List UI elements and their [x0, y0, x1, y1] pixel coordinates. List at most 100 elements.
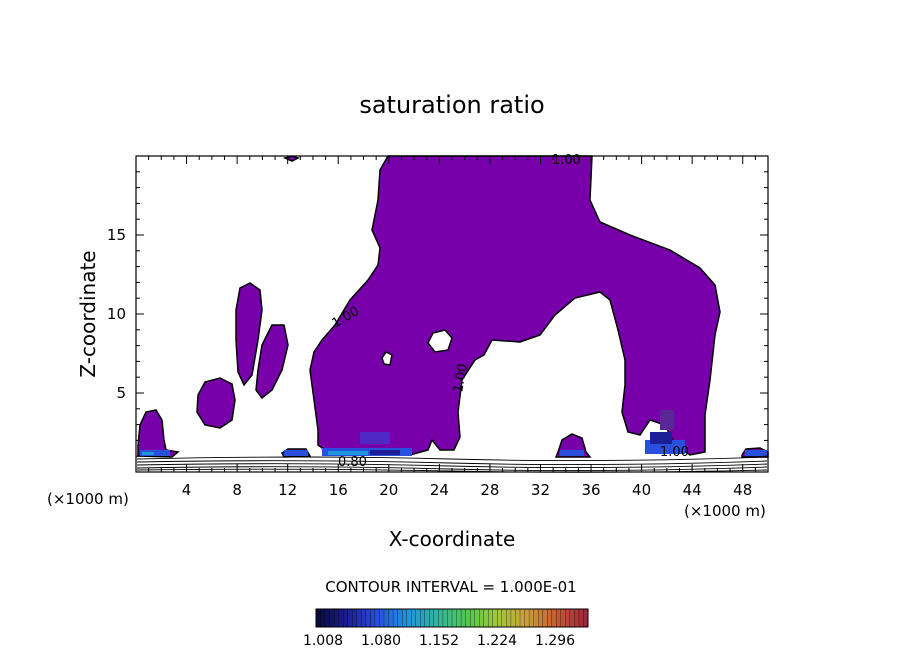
- colorbar-cell: [469, 608, 476, 628]
- colorbar-cell: [429, 608, 435, 628]
- colorbar-cell: [329, 608, 335, 628]
- colorbar-label: 1.224: [477, 633, 517, 649]
- cloud-region-column-10: [235, 282, 263, 387]
- colorbar-cell: [370, 608, 376, 628]
- x-tick-label: 24: [430, 481, 449, 499]
- colorbar-cell: [352, 608, 358, 628]
- colorbar-cell: [451, 608, 457, 628]
- colorbar-cell: [447, 608, 453, 628]
- colorbar-cell: [415, 608, 421, 628]
- x-axis-ticks: 4 8 12 16 20 24 28 32 36 40 44 48: [148, 156, 756, 499]
- x-tick-label: 12: [278, 481, 297, 499]
- patch: [560, 450, 584, 456]
- colorbar-cell: [365, 608, 371, 628]
- contour-line: [136, 463, 768, 469]
- x-tick-label: 16: [329, 481, 348, 499]
- main-cloud-region: [309, 155, 721, 456]
- colorbar-cell: [556, 608, 562, 628]
- patch: [328, 451, 368, 455]
- colorbar-cell: [569, 608, 575, 628]
- colorbar-cell: [565, 608, 571, 628]
- colorbar-label: 1.008: [303, 633, 343, 649]
- colorbar-cell: [492, 608, 498, 628]
- contour-interval-label: CONTOUR INTERVAL = 1.000E-01: [325, 578, 576, 596]
- colorbar-cell: [488, 608, 494, 628]
- colorbar-cell: [420, 608, 426, 628]
- colorbar-cell: [433, 608, 439, 628]
- colorbar-cell: [506, 608, 512, 628]
- colorbar-cell: [574, 608, 580, 628]
- y-tick-label: 5: [116, 384, 126, 402]
- colorbar-cell: [401, 608, 408, 628]
- colorbar-cell: [551, 608, 557, 628]
- colorbar-cell: [515, 608, 521, 628]
- colorbar-cell: [456, 608, 462, 628]
- plot-area: 1.00 1.00 1.00 0.80 1.00 4 8 12 16 20 24 28 32 3…: [107, 153, 769, 499]
- contour-line: [136, 466, 768, 472]
- contour-line: [136, 468, 768, 473]
- x-tick-label: 40: [632, 481, 651, 499]
- high-saturation-patches: [140, 410, 767, 456]
- x-axis-label: X-coordinate: [389, 527, 516, 551]
- colorbar-label: 1.296: [535, 633, 575, 649]
- cloud-region-top-dot: [282, 155, 300, 162]
- cloud-hole-small: [381, 351, 393, 366]
- colorbar-cell: [474, 608, 480, 628]
- colorbar-cell: [483, 608, 489, 628]
- colorbar-cell: [528, 608, 534, 628]
- patch: [660, 410, 674, 430]
- patch: [360, 432, 390, 444]
- x-tick-label: 4: [182, 481, 192, 499]
- colorbar-cell: [510, 608, 516, 628]
- contour-label: 0.80: [338, 455, 367, 470]
- colorbar-cell: [438, 608, 444, 628]
- colorbar-cell: [460, 608, 466, 628]
- colorbar: [315, 608, 589, 628]
- patch: [370, 450, 400, 455]
- colorbar-cell: [497, 608, 503, 628]
- subsaturation-contours: [136, 456, 768, 473]
- colorbar-cell: [388, 608, 394, 628]
- y-axis-label: Z-coordinate: [76, 250, 100, 377]
- patch: [284, 450, 308, 456]
- patch: [142, 452, 154, 455]
- colorbar-cell: [356, 608, 362, 628]
- y-axis-ticks: 5 10 15: [107, 171, 768, 457]
- colorbar-labels: 1.008 1.080 1.152 1.224 1.296: [303, 633, 575, 649]
- contour-label: 1.00: [660, 445, 689, 460]
- colorbar-cell: [343, 608, 349, 628]
- colorbar-cell: [347, 608, 353, 628]
- patch: [745, 450, 767, 456]
- colorbar-cell: [547, 608, 553, 628]
- x-unit-label-left: (×1000 m): [47, 490, 129, 508]
- colorbar-frame: [315, 608, 589, 628]
- chart-title: saturation ratio: [359, 91, 544, 119]
- colorbar-cell: [578, 608, 584, 628]
- x-tick-label: 36: [581, 481, 600, 499]
- contour-line: [136, 456, 768, 462]
- patch: [650, 432, 672, 444]
- colorbar-cell: [411, 608, 417, 628]
- colorbar-cell: [361, 608, 367, 628]
- x-tick-label: 32: [531, 481, 550, 499]
- colorbar-cell: [524, 608, 530, 628]
- colorbar-cell: [392, 608, 398, 628]
- contour-line: [136, 460, 768, 466]
- colorbar-cell: [442, 608, 448, 628]
- x-tick-label: 20: [379, 481, 398, 499]
- x-unit-label-right: (×1000 m): [684, 502, 766, 520]
- colorbar-cell: [374, 608, 380, 628]
- colorbar-cell: [338, 608, 344, 628]
- colorbar-cell: [465, 608, 471, 628]
- colorbar-cell: [533, 608, 539, 628]
- colorbar-label: 1.152: [419, 633, 459, 649]
- colorbar-cell: [519, 608, 525, 628]
- colorbar-cell: [315, 608, 321, 628]
- y-tick-label: 15: [107, 226, 126, 244]
- colorbar-cell: [424, 608, 430, 628]
- colorbar-cell: [406, 608, 412, 628]
- contour-label: 1.00: [552, 153, 581, 168]
- x-tick-label: 44: [683, 481, 702, 499]
- colorbar-cell: [383, 608, 389, 628]
